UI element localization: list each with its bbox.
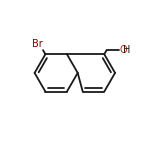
Text: Br: Br (32, 39, 43, 49)
Text: H: H (123, 45, 131, 55)
Text: O: O (119, 45, 127, 55)
